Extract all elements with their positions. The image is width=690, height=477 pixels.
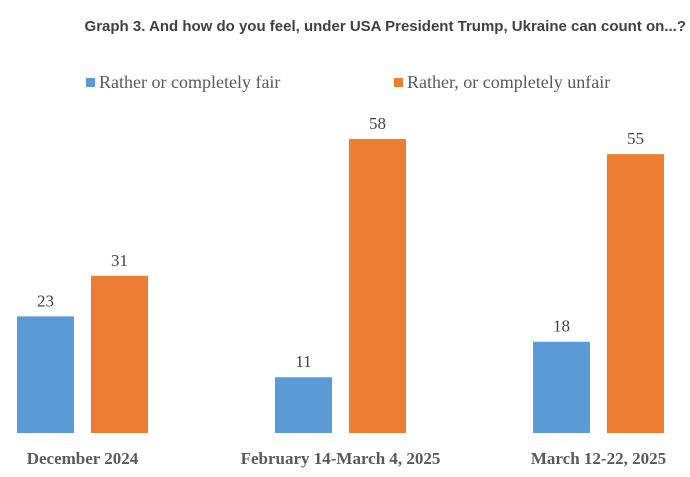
data-label: 18 bbox=[553, 317, 570, 336]
legend-item-fair: Rather or completely fair bbox=[86, 72, 280, 93]
legend-item-unfair: Rather, or completely unfair bbox=[394, 72, 610, 93]
data-label: 55 bbox=[627, 129, 644, 148]
category-label: February 14-March 4, 2025 bbox=[241, 449, 441, 468]
legend-label-unfair: Rather, or completely unfair bbox=[407, 72, 611, 92]
legend: Rather or completely fair Rather, or com… bbox=[0, 72, 690, 96]
bar-fair-2 bbox=[533, 341, 590, 433]
data-label: 11 bbox=[295, 352, 311, 371]
data-label: 58 bbox=[369, 114, 386, 133]
bar-fair-1 bbox=[275, 377, 332, 433]
chart-title: Graph 3. And how do you feel, under USA … bbox=[84, 18, 686, 35]
data-label: 23 bbox=[37, 291, 54, 310]
bar-fair-0 bbox=[17, 316, 74, 433]
bar-unfair-1 bbox=[349, 138, 406, 433]
bar-unfair-0 bbox=[91, 275, 148, 433]
legend-label-fair: Rather or completely fair bbox=[99, 72, 281, 92]
data-label: 31 bbox=[111, 251, 128, 270]
category-label: March 12-22, 2025 bbox=[531, 449, 666, 468]
bar-unfair-2 bbox=[607, 154, 664, 433]
legend-swatch-fair bbox=[86, 78, 95, 87]
category-label: December 2024 bbox=[27, 449, 139, 468]
legend-swatch-unfair bbox=[394, 78, 403, 87]
